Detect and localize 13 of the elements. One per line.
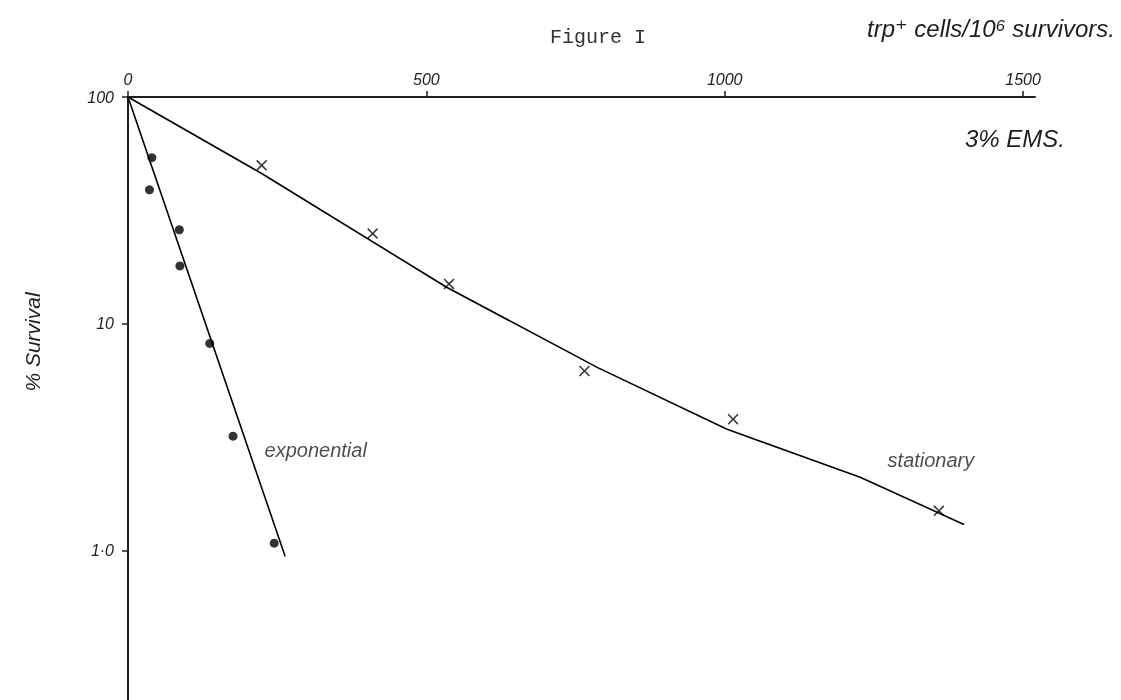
x-tick-label: 500 <box>413 70 440 88</box>
text: stationary <box>887 449 976 472</box>
x-tick-label: 0 <box>123 70 133 88</box>
x-tick-label: 1500 <box>1005 70 1041 88</box>
annotation: 3% EMS. <box>964 124 1065 152</box>
series-label: exponential <box>264 439 368 462</box>
chart-title: Figure I <box>550 25 647 49</box>
y-tick-label: 1·0 <box>90 542 115 560</box>
x-axis-title: trp⁺ cells/10⁶ survivors. <box>866 14 1115 42</box>
y-axis-title: % Survival <box>20 291 44 392</box>
y-tick-label: 100 <box>87 88 115 106</box>
x-tick-label: 1000 <box>706 70 743 88</box>
y-tick-label: 10 <box>96 315 115 333</box>
